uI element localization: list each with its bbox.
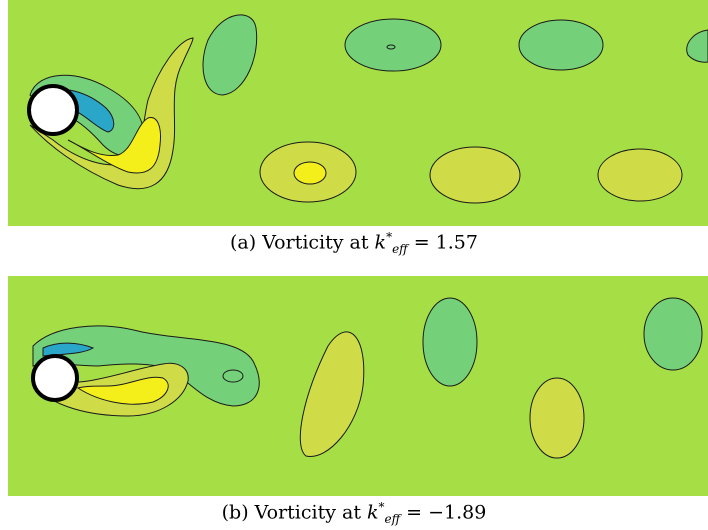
caption-a-value: = 1.57: [407, 231, 478, 254]
vortex-4-b: [643, 297, 703, 371]
vortex-top-4-a: [686, 29, 708, 63]
wake-strong-positive-b: [76, 376, 169, 405]
caption-a: (a) Vorticity at k*eff = 1.57: [0, 230, 708, 256]
cylinder-b: [31, 354, 79, 402]
vorticity-field-b: [31, 297, 703, 459]
caption-a-symbol: k: [374, 231, 387, 254]
vortex-1-b: [299, 331, 365, 457]
vortex-2-b: [422, 297, 478, 387]
vortex-bottom-1-core-a: [293, 161, 327, 185]
caption-b-value: = −1.89: [400, 501, 487, 524]
vortex-top-3-a: [518, 19, 604, 71]
vortex-bottom-2-a: [429, 146, 521, 204]
vorticity-plot-b: [8, 276, 708, 496]
caption-a-superscript: *: [386, 230, 393, 244]
vortex-3-b: [529, 377, 585, 459]
caption-b-superscript: *: [378, 500, 385, 514]
caption-b-symbol: k: [367, 501, 379, 524]
caption-b-subscript: eff: [384, 512, 401, 527]
caption-a-label: (a) Vorticity at: [230, 231, 369, 254]
vortex-top-1-a: [202, 14, 258, 96]
vorticity-plot-a: [8, 0, 708, 226]
cylinder-a: [27, 84, 79, 136]
wake-strong-positive-a: [67, 117, 161, 174]
wake-negative-b: [32, 325, 260, 407]
wake-inner-contour-b: [222, 369, 244, 383]
caption-a-subscript: eff: [392, 242, 408, 257]
vorticity-field-a: [27, 14, 708, 204]
vortex-bottom-3-a: [597, 148, 683, 202]
caption-b-label: (b) Vorticity at: [221, 501, 361, 524]
vortex-top-2-core-a: [386, 44, 396, 50]
caption-b: (b) Vorticity at k*eff = −1.89: [0, 500, 708, 526]
